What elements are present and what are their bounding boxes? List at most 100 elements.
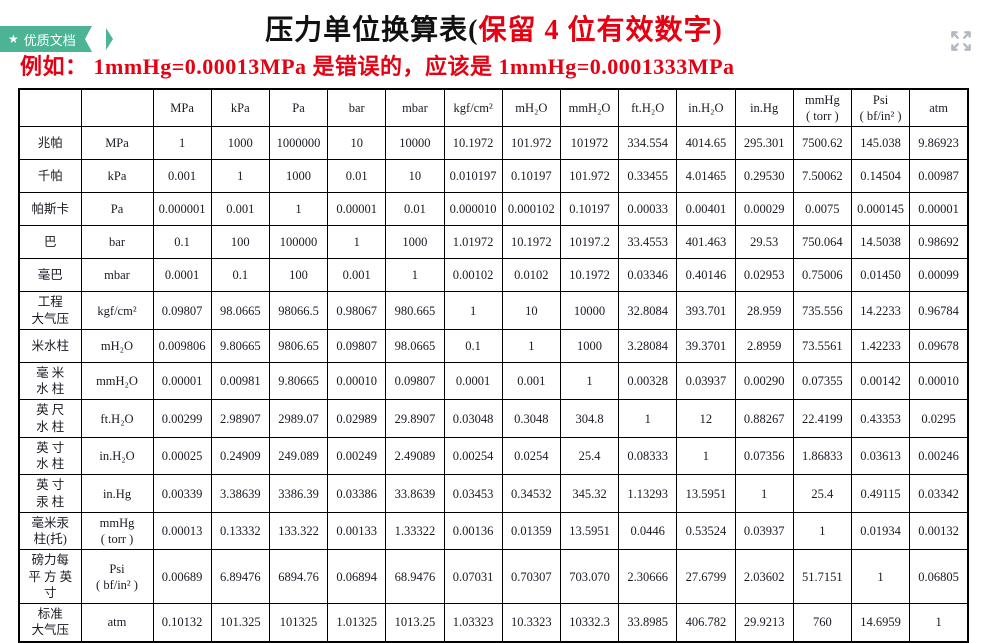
value-cell: 33.8985 [618, 603, 678, 643]
value-cell: 1000 [559, 328, 620, 363]
value-cell: 345.32 [559, 474, 620, 513]
value-cell: 3386.39 [268, 474, 329, 513]
value-cell: 703.070 [559, 549, 620, 605]
value-cell: 1 [850, 549, 911, 605]
row-unit-cell: kgf/cm² [80, 291, 154, 330]
conversion-table-body: MPa kPa Pa bar mbar kgf/cm² mH₂O mmH₂O ft.H₂O in.… [18, 88, 969, 643]
value-cell: 0.06805 [909, 549, 969, 605]
quality-badge-label: 优质文档 [23, 32, 76, 48]
value-cell: 39.3701 [676, 328, 736, 363]
value-cell: 249.089 [268, 436, 329, 476]
value-cell: 2.03602 [734, 549, 794, 605]
row-name-cell: 英 尺 水 柱 [18, 399, 82, 438]
value-cell: 2.98907 [210, 399, 270, 438]
value-cell: 0.0254 [501, 436, 561, 476]
value-cell: 0.49115 [850, 474, 911, 513]
table-row: 兆帕 MPa 1 1000 1000000 10 10000 10.1972 101.972 10… [18, 126, 969, 161]
value-cell: 3.28084 [618, 328, 678, 363]
value-cell: 10000 [559, 291, 620, 330]
value-cell: 735.556 [792, 291, 852, 330]
column-header: atm [909, 88, 969, 128]
value-cell: 0.3048 [501, 399, 561, 438]
value-cell: 393.701 [676, 291, 736, 330]
value-cell: 1 [152, 126, 212, 161]
value-cell: 28.959 [734, 291, 794, 330]
value-cell: 101325 [268, 603, 329, 643]
value-cell: 0.0295 [909, 399, 969, 438]
value-cell: 0.00290 [734, 361, 794, 401]
row-unit-cell: ft.H₂O [80, 399, 154, 438]
column-header: mbar [385, 88, 445, 128]
column-header: ft.H₂O [618, 88, 678, 128]
value-cell: 0.43353 [850, 399, 911, 438]
value-cell: 1.01325 [327, 603, 387, 643]
value-cell: 145.038 [850, 126, 911, 161]
value-cell: 14.5038 [850, 225, 911, 260]
value-cell: 334.554 [618, 126, 678, 161]
row-unit-cell: mH₂O [80, 328, 154, 363]
column-header: Psi ( bf/in² ) [850, 88, 911, 128]
corner-header [80, 88, 154, 128]
value-cell: 980.665 [385, 291, 445, 330]
value-cell: 0.00025 [152, 436, 212, 476]
value-cell: 0.001 [327, 258, 387, 293]
row-unit-cell: atm [80, 603, 154, 643]
value-cell: 0.00029 [734, 192, 794, 227]
value-cell: 2.49089 [385, 436, 445, 476]
value-cell: 1 [268, 192, 329, 227]
value-cell: 3.38639 [210, 474, 270, 513]
value-cell: 1000000 [268, 126, 329, 161]
table-row: 千帕 kPa 0.001 1 1000 0.01 10 0.010197 0.10197 101.… [18, 159, 969, 194]
value-cell: 1 [385, 258, 445, 293]
value-cell: 1000 [210, 126, 270, 161]
value-cell: 1.13293 [618, 474, 678, 513]
value-cell: 98.0665 [210, 291, 270, 330]
value-cell: 1 [792, 511, 852, 551]
value-cell: 0.98692 [909, 225, 969, 260]
value-cell: 760 [792, 603, 852, 643]
value-cell: 101972 [559, 126, 620, 161]
row-unit-cell: mmH₂O [80, 361, 154, 401]
value-cell: 29.9213 [734, 603, 794, 643]
value-cell: 0.00132 [909, 511, 969, 551]
value-cell: 406.782 [676, 603, 736, 643]
table-row: 巴 bar 0.1 100 100000 1 1000 1.01972 10.1972 10197… [18, 225, 969, 260]
row-name-cell: 帕斯卡 [18, 192, 82, 227]
table-row: 毫米汞 柱(托) mmHg ( torr ) 0.00013 0.13332 133.3… [18, 511, 969, 551]
value-cell: 0.03048 [443, 399, 503, 438]
value-cell: 0.03613 [850, 436, 911, 476]
column-header: bar [327, 88, 387, 128]
row-name-cell: 磅力每 平 方 英 寸 [18, 549, 82, 605]
value-cell: 295.301 [734, 126, 794, 161]
row-name-cell: 巴 [18, 225, 82, 260]
row-name-cell: 千帕 [18, 159, 82, 194]
row-unit-cell: mbar [80, 258, 154, 293]
value-cell: 1 [559, 361, 620, 401]
table-row: 磅力每 平 方 英 寸 Psi ( bf/in² ) 0.00689 6.89476 6… [18, 549, 969, 605]
row-unit-cell: mmHg ( torr ) [80, 511, 154, 551]
value-cell: 0.01450 [850, 258, 911, 293]
column-header: Pa [268, 88, 329, 128]
value-cell: 0.01934 [850, 511, 911, 551]
value-cell: 14.2233 [850, 291, 911, 330]
value-cell: 9.80665 [210, 328, 270, 363]
value-cell: 25.4 [559, 436, 620, 476]
value-cell: 27.6799 [676, 549, 736, 605]
value-cell: 68.9476 [385, 549, 445, 605]
value-cell: 0.010197 [443, 159, 503, 194]
expand-arrows-icon[interactable] [948, 28, 974, 54]
value-cell: 10.1972 [443, 126, 503, 161]
value-cell: 10 [327, 126, 387, 161]
table-row: 米水柱 mH₂O 0.009806 9.80665 9806.65 0.09807 98.0… [18, 328, 969, 363]
value-cell: 0.001 [152, 159, 212, 194]
value-cell: 10197.2 [559, 225, 620, 260]
value-cell: 0.03453 [443, 474, 503, 513]
page-title-black: 压力单位换算表( [265, 15, 479, 46]
value-cell: 0.0446 [618, 511, 678, 551]
value-cell: 0.00339 [152, 474, 212, 513]
value-cell: 1.33322 [385, 511, 445, 551]
value-cell: 401.463 [676, 225, 736, 260]
value-cell: 13.5951 [676, 474, 736, 513]
value-cell: 100000 [268, 225, 329, 260]
value-cell: 14.6959 [850, 603, 911, 643]
